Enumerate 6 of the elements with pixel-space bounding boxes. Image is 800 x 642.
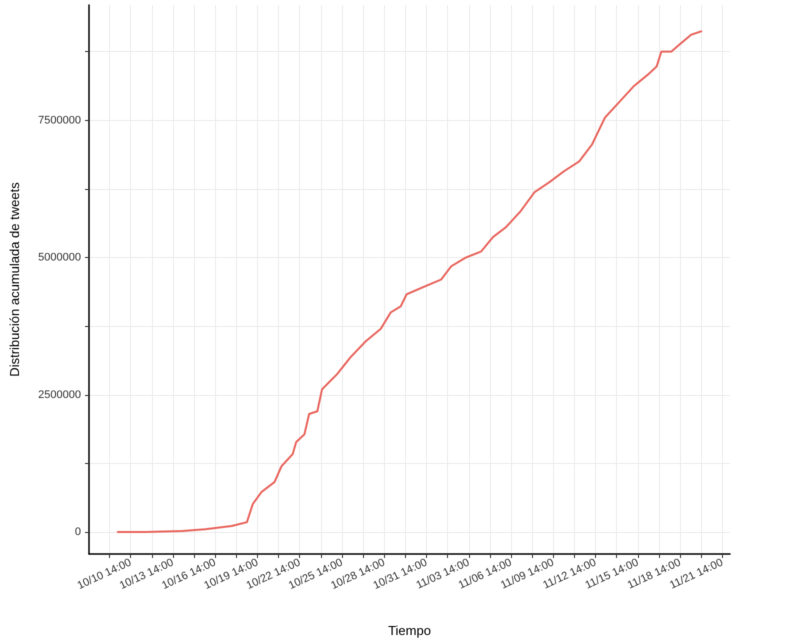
y-tick-label: 5000000: [38, 252, 81, 264]
y-tick-label: 0: [74, 526, 81, 538]
y-tick-label: 7500000: [38, 114, 81, 126]
y-tick-label: 2500000: [38, 388, 81, 401]
y-axis-title: Distribución acumulada de tweets: [7, 182, 22, 377]
x-axis-title: Tiempo: [388, 623, 431, 638]
